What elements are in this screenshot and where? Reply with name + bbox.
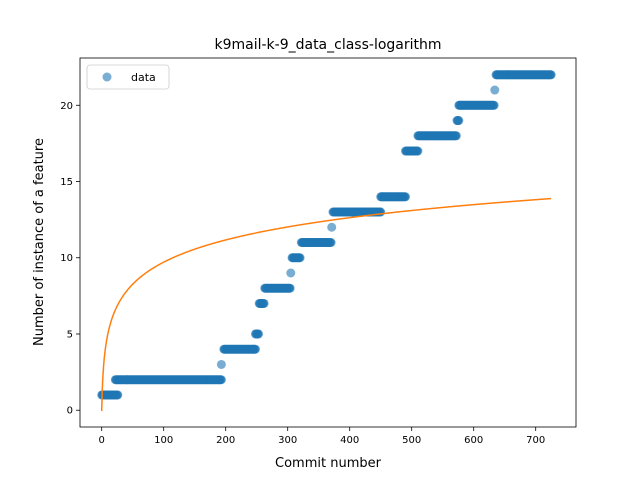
- legend-box: [86, 64, 170, 90]
- data-point: [454, 116, 464, 126]
- data-point: [327, 222, 337, 232]
- data-point: [216, 359, 226, 369]
- data-point: [490, 85, 500, 95]
- chart-title: k9mail-k-9_data_class-logarithm: [214, 37, 441, 53]
- x-tick-label: 400: [340, 435, 359, 446]
- x-axis: 0 100 200 300 400 500 600 700: [99, 427, 545, 446]
- data-point: [376, 207, 386, 217]
- legend-marker-data: [102, 72, 112, 82]
- data-point: [286, 268, 296, 278]
- x-tick-label: 200: [216, 435, 235, 446]
- data-point: [113, 390, 123, 400]
- data-point: [413, 146, 423, 156]
- x-tick-label: 0: [99, 435, 105, 446]
- data-point: [451, 131, 461, 141]
- y-axis-label: Number of instance of a feature: [32, 138, 47, 346]
- plot-area: [97, 70, 556, 412]
- axes-frame: [79, 57, 577, 428]
- data-point: [254, 329, 264, 339]
- y-tick-label: 10: [60, 253, 73, 264]
- x-tick-label: 700: [526, 435, 545, 446]
- x-axis-label: Commit number: [275, 456, 382, 471]
- data-point: [285, 283, 295, 293]
- data-point: [326, 238, 336, 247]
- data-point: [489, 100, 499, 110]
- x-tick-label: 300: [278, 435, 297, 446]
- data-point: [259, 298, 269, 308]
- data-point: [295, 253, 305, 263]
- y-axis: 0 5 10 15 20: [60, 101, 80, 417]
- x-tick-label: 600: [464, 435, 483, 446]
- y-tick-label: 20: [60, 101, 73, 112]
- data-point: [216, 375, 226, 385]
- legend-label-data: data: [131, 71, 156, 84]
- data-point: [401, 192, 410, 202]
- fit-line: [100, 197, 552, 412]
- y-tick-label: 0: [67, 406, 73, 417]
- y-tick-label: 5: [67, 329, 73, 340]
- x-tick-label: 500: [402, 435, 421, 446]
- y-tick-label: 15: [60, 177, 73, 188]
- legend: data: [86, 64, 170, 90]
- data-point: [250, 344, 260, 354]
- data-point: [546, 70, 556, 80]
- x-tick-label: 100: [154, 435, 173, 446]
